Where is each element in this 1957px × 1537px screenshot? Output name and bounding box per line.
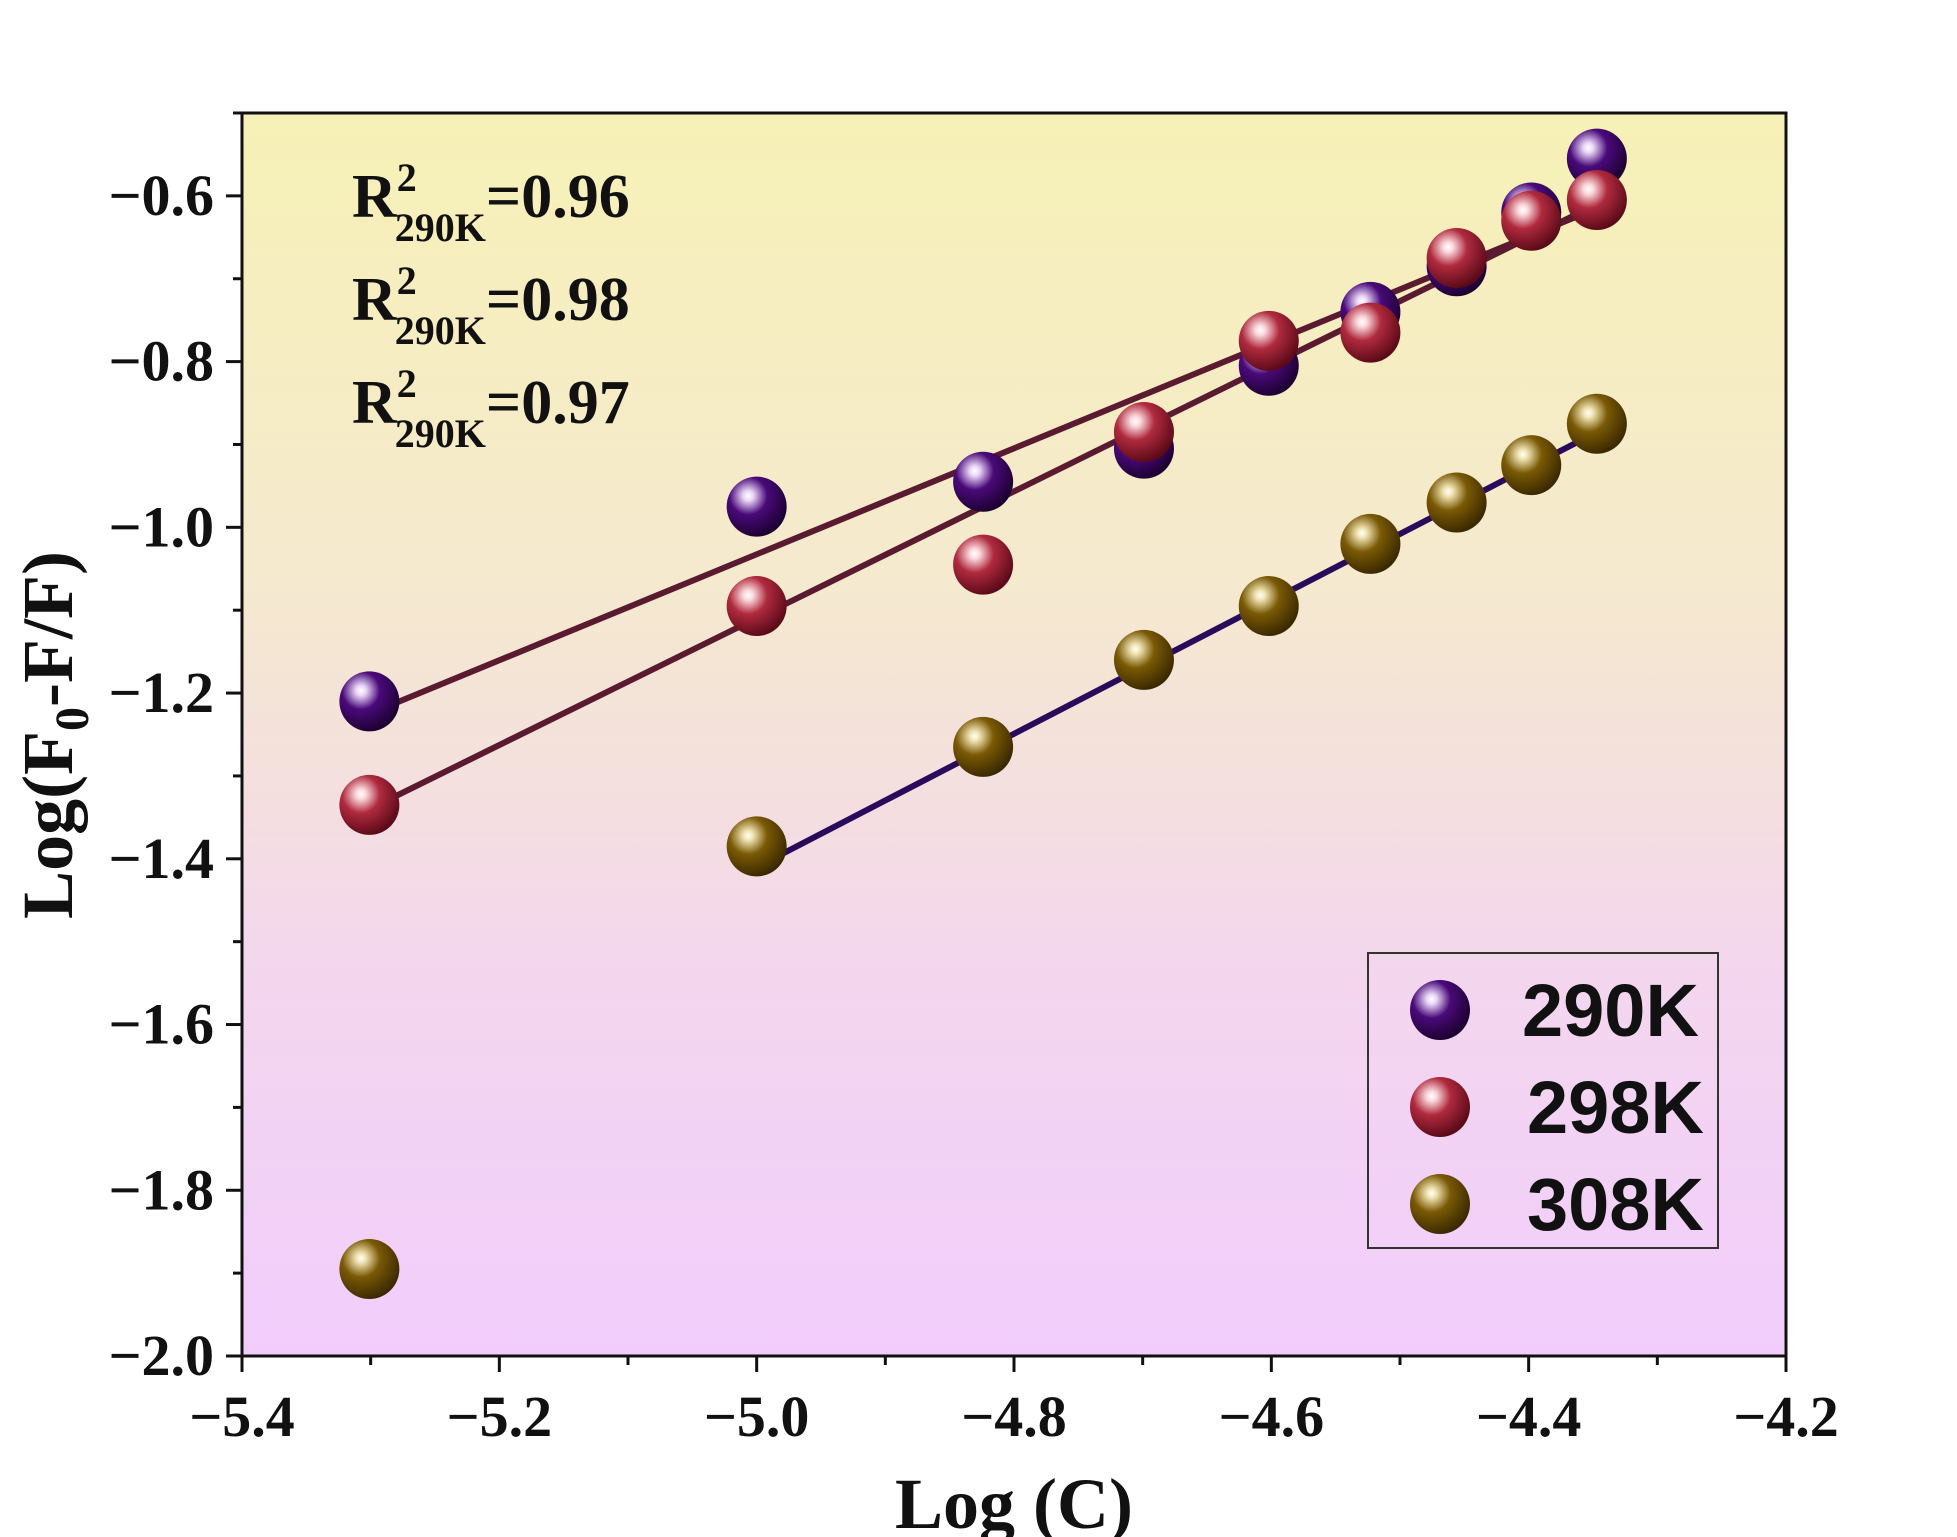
- annotation-3-main: R: [352, 369, 398, 437]
- legend-marker-308K: [1410, 1174, 1470, 1234]
- legend: 290K 298K 308K: [1367, 952, 1719, 1249]
- point-308K: [339, 1238, 400, 1299]
- annotation-3-sub: 290K: [395, 411, 486, 456]
- plot-frame: [240, 111, 1788, 1358]
- point-308K: [1113, 629, 1174, 690]
- legend-label-308K: 308K: [1527, 1163, 1704, 1246]
- point-298K: [1426, 228, 1487, 289]
- point-298K: [1340, 302, 1401, 363]
- annotation-1-value: =0.96: [486, 163, 630, 231]
- annotation-1-sup: 2: [397, 155, 417, 200]
- point-298K: [1113, 402, 1174, 463]
- point-298K: [1501, 190, 1562, 251]
- y-tick-label: −1.8: [108, 1157, 214, 1222]
- x-tick-label: −4.2: [1733, 1384, 1839, 1449]
- axis-ticks: [226, 111, 1788, 1372]
- legend-label-290K: 290K: [1522, 969, 1699, 1052]
- y-axis-title: Log(F0-F/F): [8, 551, 99, 919]
- point-308K: [1426, 472, 1487, 533]
- y-axis-title-rest: -F/F): [8, 551, 88, 707]
- annotation-2-sub: 290K: [395, 308, 486, 353]
- x-axis-title: Log (C): [895, 1464, 1133, 1537]
- point-290K: [953, 451, 1014, 512]
- legend-marker-298K: [1410, 1077, 1470, 1137]
- y-tick-labels: −2.0 −1.8 −1.6 −1.4 −1.2 −1.0 −0.8 −0.6: [108, 163, 214, 1388]
- annotation-3: R2 290K=0.97: [352, 361, 630, 456]
- y-tick-label: −1.0: [108, 494, 214, 559]
- x-tick-label: −5.0: [704, 1384, 810, 1449]
- legend-box: [1367, 952, 1719, 1249]
- point-308K: [953, 716, 1014, 777]
- x-tick-label: −4.6: [1219, 1384, 1325, 1449]
- annotation-3-value: =0.97: [486, 369, 630, 437]
- point-308K: [726, 816, 787, 877]
- point-308K: [1238, 576, 1299, 637]
- point-290K: [726, 476, 787, 537]
- annotation-1: R2 290K=0.96: [352, 155, 630, 250]
- svg-text:Log(F0-F/F): Log(F0-F/F): [8, 551, 99, 919]
- annotation-3-sup: 2: [397, 361, 417, 406]
- point-308K: [1501, 435, 1562, 496]
- point-298K: [1238, 310, 1299, 371]
- x-tick-label: −4.4: [1476, 1384, 1582, 1449]
- point-308K: [1340, 513, 1401, 574]
- annotation-2-value: =0.98: [486, 266, 630, 334]
- y-tick-label: −1.6: [108, 992, 214, 1057]
- x-tick-label: −5.4: [189, 1384, 295, 1449]
- annotation-1-sub: 290K: [395, 205, 486, 250]
- annotation-2-main: R: [352, 266, 398, 334]
- y-tick-label: −0.6: [108, 163, 214, 228]
- point-290K: [339, 671, 400, 732]
- y-tick-label: −1.2: [108, 660, 214, 725]
- r-squared-annotations: R2 290K=0.96 R2 290K=0.98 R2 290K=0.97: [352, 155, 630, 456]
- x-tick-label: −5.2: [447, 1384, 553, 1449]
- y-tick-label: −2.0: [108, 1323, 214, 1388]
- data-points: [339, 128, 1627, 1299]
- x-tick-label: −4.8: [961, 1384, 1067, 1449]
- point-298K: [726, 576, 787, 637]
- y-axis-title-subscript: 0: [46, 707, 99, 731]
- point-298K: [339, 774, 400, 835]
- legend-label-298K: 298K: [1527, 1066, 1704, 1149]
- legend-marker-290K: [1410, 980, 1470, 1040]
- point-298K: [1566, 170, 1627, 231]
- point-308K: [1566, 393, 1627, 454]
- annotation-1-main: R: [352, 163, 398, 231]
- x-tick-labels: −5.4 −5.2 −5.0 −4.8 −4.6 −4.4 −4.2: [189, 1384, 1839, 1449]
- y-axis-title-main: Log(F: [8, 731, 88, 919]
- y-tick-label: −1.4: [108, 826, 214, 891]
- y-tick-label: −0.8: [108, 329, 214, 394]
- point-290K: [1566, 128, 1627, 189]
- annotation-2: R2 290K=0.98: [352, 258, 630, 353]
- point-298K: [953, 534, 1014, 595]
- annotation-2-sup: 2: [397, 258, 417, 303]
